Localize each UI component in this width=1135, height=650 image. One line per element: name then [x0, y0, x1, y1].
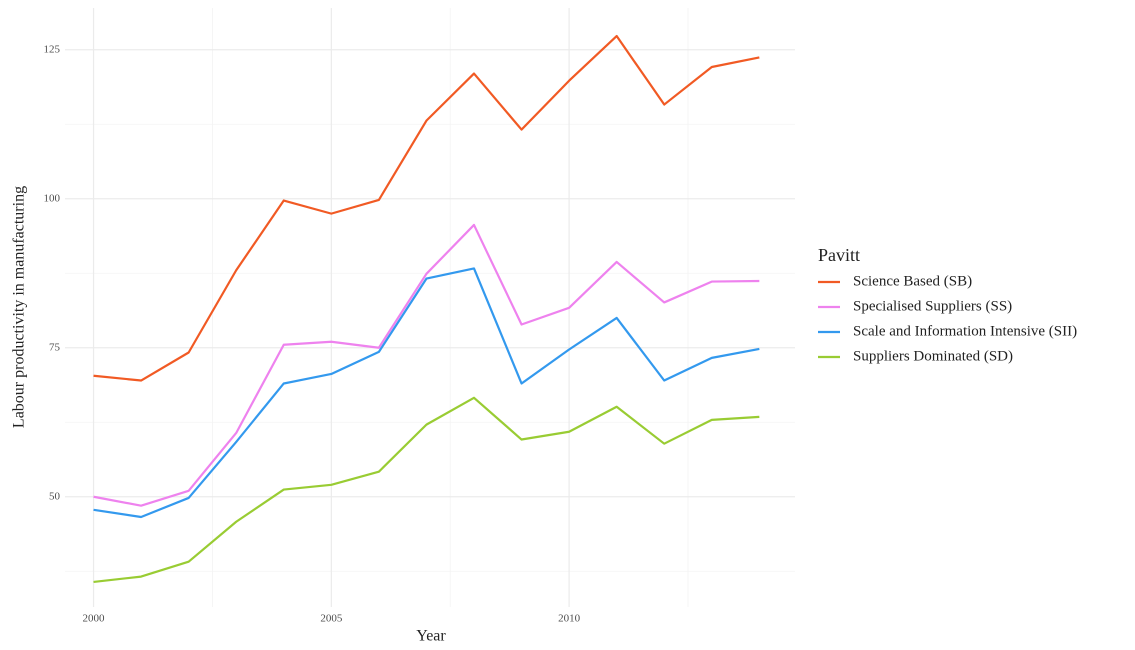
x-tick-label: 2000 — [83, 613, 106, 625]
y-tick-label: 100 — [44, 192, 61, 204]
series-line — [93, 223, 760, 507]
lines — [93, 34, 760, 584]
x-tick-label: 2010 — [558, 613, 581, 625]
y-tick-label: 75 — [49, 341, 61, 353]
x-tick-label: 2005 — [320, 613, 343, 625]
series-line — [93, 34, 760, 382]
legend-label: Suppliers Dominated (SD) — [853, 348, 1013, 364]
legend-label: Science Based (SB) — [853, 273, 972, 289]
series-line — [93, 267, 760, 519]
x-axis-title: Year — [416, 628, 446, 645]
legend-label: Specialised Suppliers (SS) — [853, 298, 1012, 314]
y-axis-title: Labour productivity in manufacturing — [11, 186, 28, 428]
y-tick-label: 50 — [49, 490, 61, 502]
grid — [65, 8, 795, 607]
series-line — [93, 396, 760, 584]
legend-title: Pavitt — [818, 245, 860, 265]
legend-label: Scale and Information Intensive (SII) — [853, 323, 1077, 339]
y-tick-label: 125 — [44, 43, 61, 55]
